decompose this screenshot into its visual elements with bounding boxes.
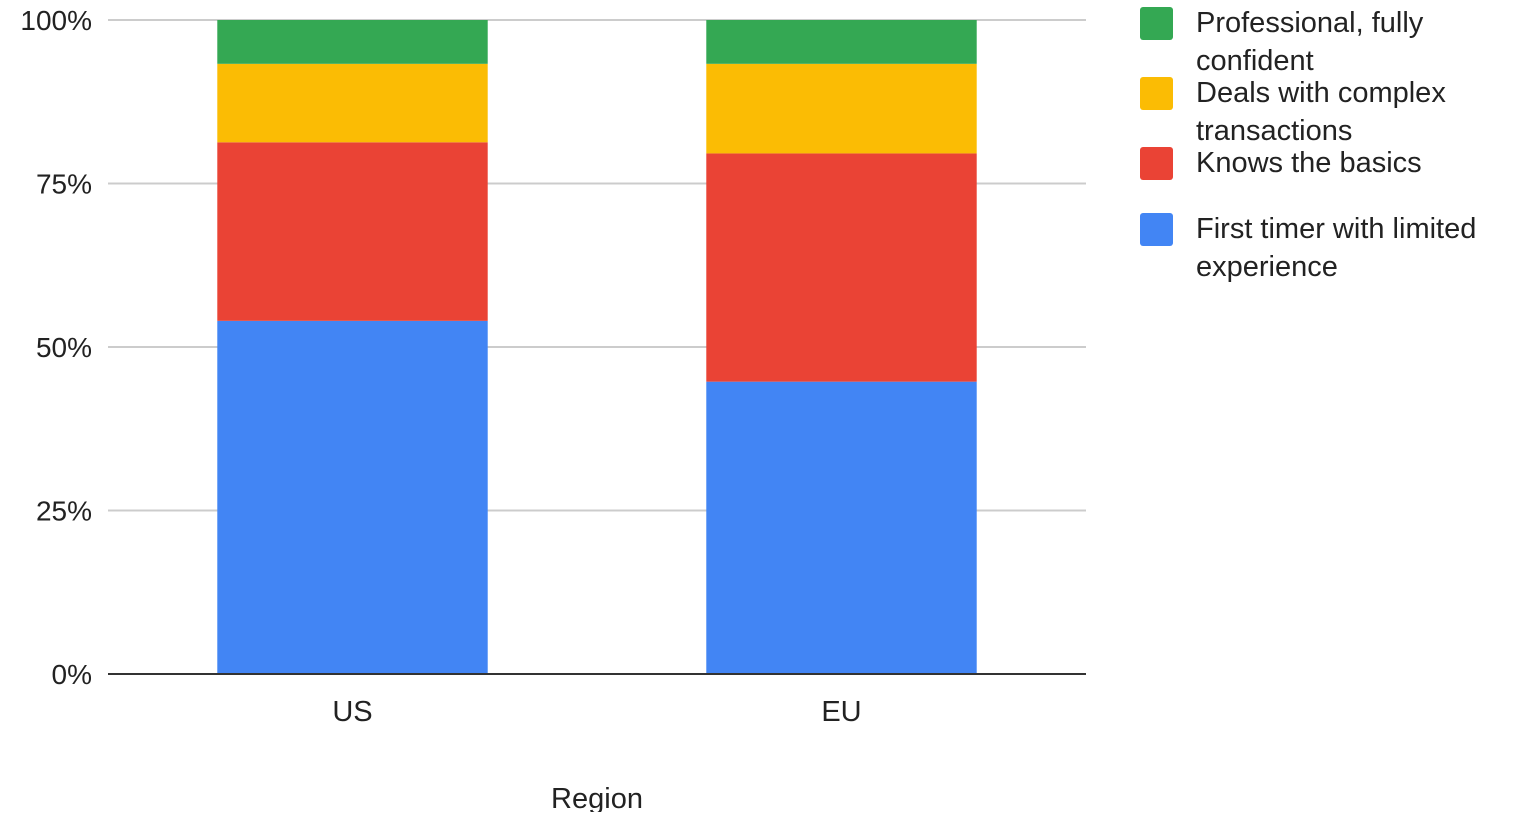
legend-label-first-timer: First timer with limited experience (1196, 213, 1477, 283)
legend-swatch-knows-basics (1140, 147, 1173, 180)
legend-item-knows-basics: Knows the basics (1140, 144, 1520, 210)
y-tick-label: 50% (36, 332, 92, 363)
bars (217, 20, 977, 674)
legend-item-professional: Professional, fully confident (1140, 4, 1520, 77)
legend-item-first-timer: First timer with limited experience (1140, 210, 1520, 283)
x-axis-title: Region (551, 783, 643, 812)
legend-label-knows-basics: Knows the basics (1196, 147, 1422, 179)
legend-item-complex-transactions: Deals with complex transactions (1140, 74, 1520, 147)
y-tick-label: 75% (36, 169, 92, 200)
y-tick-label: 0% (52, 659, 92, 690)
bar-segment-us-knows-the-basics (217, 142, 488, 321)
bar-segment-us-deals-with-complex-transactions (217, 63, 488, 143)
legend: Professional, fully confident Deals with… (1140, 4, 1520, 283)
legend-label-professional: Professional, fully confident (1196, 7, 1424, 77)
bar-segment-eu-professional-fully-confident (706, 20, 977, 64)
y-tick-label: 25% (36, 496, 92, 527)
bar-segment-eu-first-timer-with-limited-experience (706, 381, 977, 674)
legend-swatch-complex-transactions (1140, 77, 1173, 110)
bar-segment-us-professional-fully-confident (217, 20, 488, 64)
legend-swatch-first-timer (1140, 213, 1173, 246)
legend-label-complex-transactions: Deals with complex transactions (1196, 77, 1446, 147)
legend-swatch-professional (1140, 7, 1173, 40)
bar-segment-eu-deals-with-complex-transactions (706, 63, 977, 154)
axes: 0% 25% 50% 75% 100% US EU (20, 5, 1086, 728)
x-tick-label: US (332, 696, 372, 728)
bar-segment-eu-knows-the-basics (706, 153, 977, 382)
y-tick-label: 100% (20, 5, 92, 36)
bar-segment-us-first-timer-with-limited-experience (217, 320, 488, 674)
x-tick-label: EU (821, 696, 861, 728)
